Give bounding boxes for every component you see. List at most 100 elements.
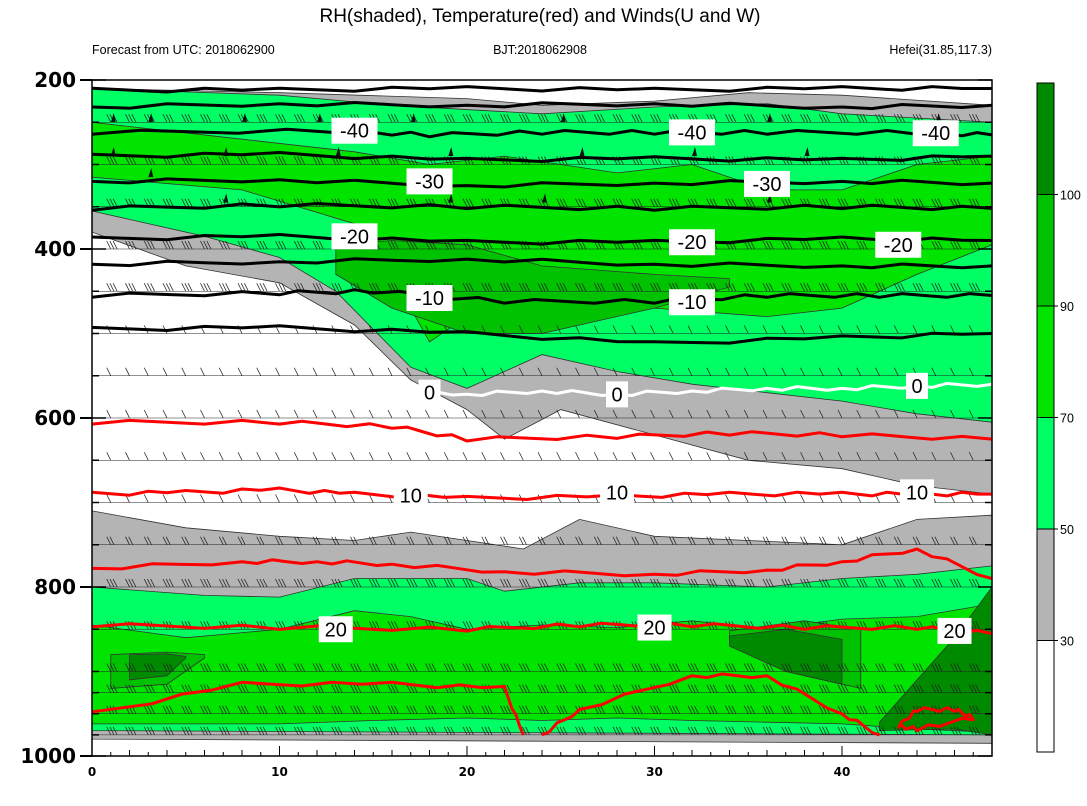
wind-barb-tick [637,283,643,292]
wind-barb-tick [743,726,749,736]
wind-barb-tick [143,578,149,588]
wind-barb-tick [465,536,471,545]
wind-barb-tick [712,684,718,693]
wind-barb-tick [125,452,130,461]
wind-barb-tick [937,240,943,250]
wind-barb-tick [187,240,193,250]
wind-barb-tick [690,663,696,672]
wind-barb-tick [675,663,681,672]
wind-barb-tick [582,80,583,81]
wind-barb-tick [709,705,715,714]
wind-barb-tick [893,367,899,376]
wind-barb-tick [750,283,756,292]
wind-barb-tick [465,621,471,630]
wind-barb-tick [506,726,512,736]
wind-barb-tick [106,578,112,588]
wind-barb-pennant [242,113,247,123]
wind-barb-tick [356,663,362,672]
wind-barb-tick [110,80,111,81]
wind-barb-tick [597,663,602,672]
wind-barb-tick [331,494,337,503]
wind-barb-tick [950,283,955,292]
wind-barb-tick [668,452,674,461]
wind-barb-tick [390,240,396,250]
wind-barb-tick [859,114,865,123]
wind-barb-tick [787,114,793,123]
wind-barb-tick [612,283,618,292]
wind-barb-tick [619,283,624,292]
wind-barb-tick [132,80,133,81]
wind-barb-tick [143,114,149,123]
wind-barb-tick [743,283,749,292]
wind-barb-tick [856,494,862,503]
wind-barb-tick [481,536,487,545]
wind-barb-tick [488,80,489,81]
wind-barb-tick [525,283,531,292]
wind-barb-tick [818,536,824,545]
wind-barb-tick [131,283,137,292]
wind-barb-tick [297,240,302,250]
wind-barb-tick [300,156,306,165]
wind-barb-tick [447,80,449,81]
wind-barb-tick [919,80,921,81]
wind-barb-tick [147,578,152,588]
wind-barb-tick [169,80,171,81]
wind-barb-tick [165,578,171,588]
wind-barb-tick [263,80,264,81]
wind-barb-tick [950,240,955,250]
wind-barb-tick [465,283,471,292]
wind-barb-tick [593,325,599,334]
wind-barb-tick [203,705,209,714]
wind-barb-tick [387,536,393,545]
wind-barb-tick [668,409,674,419]
wind-barb-tick [875,367,880,376]
wind-barb-tick [712,114,718,123]
wind-barb-tick [653,114,659,123]
wind-barb-tick [244,726,249,736]
wind-barb-tick [976,80,977,81]
wind-barb-tick [581,114,587,123]
wind-barb-tick [968,726,974,736]
wind-barb-tick [562,283,568,292]
wind-barb-tick [806,114,812,123]
wind-barb-tick [950,578,955,588]
wind-barb-tick [128,578,134,588]
wind-barb-tick [881,705,887,714]
contour-label-text: -30 [753,174,782,196]
wind-barb-tick [184,663,190,672]
wind-barb-tick [762,452,768,461]
wind-barb-tick [237,726,243,736]
wind-barb-tick [806,283,812,292]
contour-label-text: 10 [906,482,928,504]
wind-barb-tick [331,283,337,292]
wind-barb-tick [225,114,231,123]
wind-barb-tick [150,240,156,250]
wind-barb-tick [226,80,227,81]
wind-barb-tick [578,726,584,736]
contour-label-box [600,479,634,506]
wind-barb-tick [225,578,231,588]
wind-barb-tick [331,536,337,545]
wind-barb-tick [281,156,287,165]
wind-barb-tick [297,114,302,123]
wind-barb-tick [428,726,434,736]
wind-barb-tick [350,536,355,545]
wind-barb-tick [668,536,674,545]
wind-barb-tick [500,283,505,292]
wind-barb-tick [281,240,287,250]
wind-barb-tick [791,80,793,81]
wind-barb-tick [656,705,662,714]
wind-barb-tick [281,114,287,123]
wind-barb-tick [915,578,921,588]
wind-barb-tick [653,726,659,736]
wind-barb-tick [409,663,415,672]
wind-barb-tick [600,578,606,588]
wind-barb-tick [376,80,377,81]
wind-barb-tick [862,663,868,672]
wind-barb-tick [125,726,130,736]
wind-barb-tick [506,283,512,292]
contour-label: -20 [331,223,378,250]
wind-barb-tick [447,114,452,123]
wind-barb-tick [706,705,712,714]
wind-barb-tick [275,536,280,545]
